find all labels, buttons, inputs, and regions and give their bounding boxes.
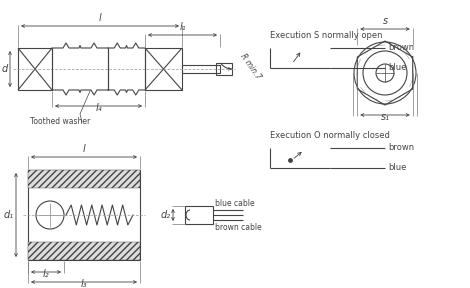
Text: l₄: l₄ [95, 103, 102, 113]
Text: blue cable: blue cable [215, 198, 255, 207]
Text: Toothed washer: Toothed washer [30, 118, 90, 126]
Text: blue: blue [388, 164, 407, 173]
Bar [216, 63, 232, 75]
Text: s₁: s₁ [381, 112, 390, 122]
Bar [28, 170, 140, 260]
Text: Execution O normally closed: Execution O normally closed [270, 131, 390, 140]
Text: l: l [83, 144, 86, 154]
Text: d₁: d₁ [4, 210, 14, 220]
Bar [182, 65, 220, 73]
Text: l: l [99, 13, 102, 23]
Text: l₃: l₃ [81, 279, 87, 288]
Text: brown: brown [388, 143, 414, 153]
Bar [28, 242, 140, 260]
Text: brown cable: brown cable [215, 223, 262, 232]
Text: l₂: l₂ [43, 269, 49, 279]
Text: Execution S normally open: Execution S normally open [270, 31, 383, 40]
Text: blue: blue [388, 63, 407, 73]
Bar [185, 206, 213, 224]
Text: l₁: l₁ [179, 22, 186, 32]
Text: s: s [383, 16, 388, 26]
Text: d: d [2, 64, 8, 74]
Text: brown: brown [388, 43, 414, 52]
Bar [28, 170, 140, 188]
Bar [18, 48, 52, 90]
Text: R min.7: R min.7 [238, 52, 262, 82]
Text: d₂: d₂ [161, 210, 171, 220]
Bar [145, 48, 182, 90]
